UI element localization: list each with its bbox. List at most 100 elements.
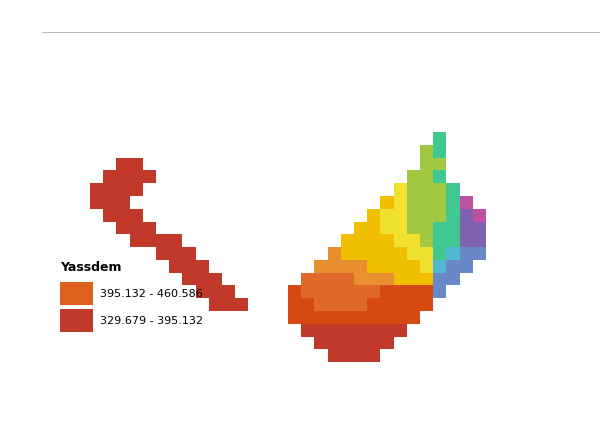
Bar: [367, 273, 380, 285]
Bar: [288, 298, 301, 311]
Bar: [116, 183, 130, 196]
Bar: [169, 260, 182, 273]
Bar: [394, 183, 407, 196]
Bar: [460, 196, 473, 209]
Bar: [341, 285, 354, 298]
Bar: [394, 209, 407, 222]
Bar: [446, 260, 460, 273]
Bar: [394, 234, 407, 247]
Bar: [130, 234, 143, 247]
Bar: [407, 311, 420, 324]
Bar: [433, 196, 446, 209]
Bar: [433, 158, 446, 170]
Bar: [143, 170, 156, 183]
Bar: [420, 170, 433, 183]
Bar: [169, 247, 182, 260]
Bar: [301, 298, 314, 311]
Bar: [473, 222, 486, 234]
Bar: [60, 309, 93, 332]
Bar: [354, 298, 367, 311]
Bar: [328, 324, 341, 337]
Bar: [354, 324, 367, 337]
Bar: [90, 196, 103, 209]
Bar: [367, 298, 380, 311]
Bar: [156, 234, 169, 247]
Bar: [407, 196, 420, 209]
Bar: [380, 273, 394, 285]
Bar: [420, 222, 433, 234]
Bar: [460, 234, 473, 247]
Bar: [420, 298, 433, 311]
Bar: [380, 324, 394, 337]
Bar: [156, 247, 169, 260]
Bar: [314, 324, 328, 337]
Bar: [182, 260, 196, 273]
Bar: [90, 183, 103, 196]
Bar: [433, 222, 446, 234]
Bar: [420, 234, 433, 247]
Bar: [446, 234, 460, 247]
Bar: [407, 170, 420, 183]
Bar: [433, 183, 446, 196]
Bar: [209, 298, 222, 311]
Bar: [328, 337, 341, 349]
Bar: [407, 298, 420, 311]
Bar: [380, 311, 394, 324]
Bar: [420, 183, 433, 196]
Bar: [354, 273, 367, 285]
Bar: [354, 247, 367, 260]
Text: Yassdem: Yassdem: [60, 261, 121, 274]
Bar: [407, 222, 420, 234]
Bar: [407, 209, 420, 222]
Bar: [394, 285, 407, 298]
Bar: [380, 222, 394, 234]
Bar: [460, 222, 473, 234]
Bar: [367, 311, 380, 324]
Bar: [407, 247, 420, 260]
Bar: [367, 285, 380, 298]
Bar: [103, 170, 116, 183]
Bar: [301, 285, 314, 298]
Bar: [314, 337, 328, 349]
Text: 395.132 - 460.586: 395.132 - 460.586: [100, 289, 203, 299]
Bar: [420, 209, 433, 222]
Bar: [103, 196, 116, 209]
Bar: [407, 273, 420, 285]
Bar: [420, 247, 433, 260]
Bar: [460, 209, 473, 222]
Bar: [354, 349, 367, 362]
Bar: [446, 209, 460, 222]
Bar: [288, 285, 301, 298]
Bar: [407, 260, 420, 273]
Bar: [420, 273, 433, 285]
Bar: [367, 234, 380, 247]
Bar: [407, 183, 420, 196]
Bar: [394, 222, 407, 234]
Bar: [328, 311, 341, 324]
Bar: [433, 234, 446, 247]
Bar: [380, 298, 394, 311]
Bar: [341, 349, 354, 362]
Text: 329.679 - 395.132: 329.679 - 395.132: [100, 316, 203, 325]
Bar: [103, 183, 116, 196]
Bar: [420, 158, 433, 170]
Bar: [394, 298, 407, 311]
Bar: [367, 222, 380, 234]
Bar: [341, 260, 354, 273]
Bar: [182, 247, 196, 260]
Bar: [354, 260, 367, 273]
Bar: [209, 273, 222, 285]
Bar: [407, 234, 420, 247]
Bar: [130, 183, 143, 196]
Bar: [182, 273, 196, 285]
Bar: [433, 132, 446, 145]
Bar: [460, 247, 473, 260]
Bar: [341, 311, 354, 324]
Bar: [433, 170, 446, 183]
Bar: [341, 234, 354, 247]
Bar: [143, 222, 156, 234]
Bar: [354, 311, 367, 324]
Bar: [446, 183, 460, 196]
Bar: [407, 285, 420, 298]
Bar: [116, 196, 130, 209]
